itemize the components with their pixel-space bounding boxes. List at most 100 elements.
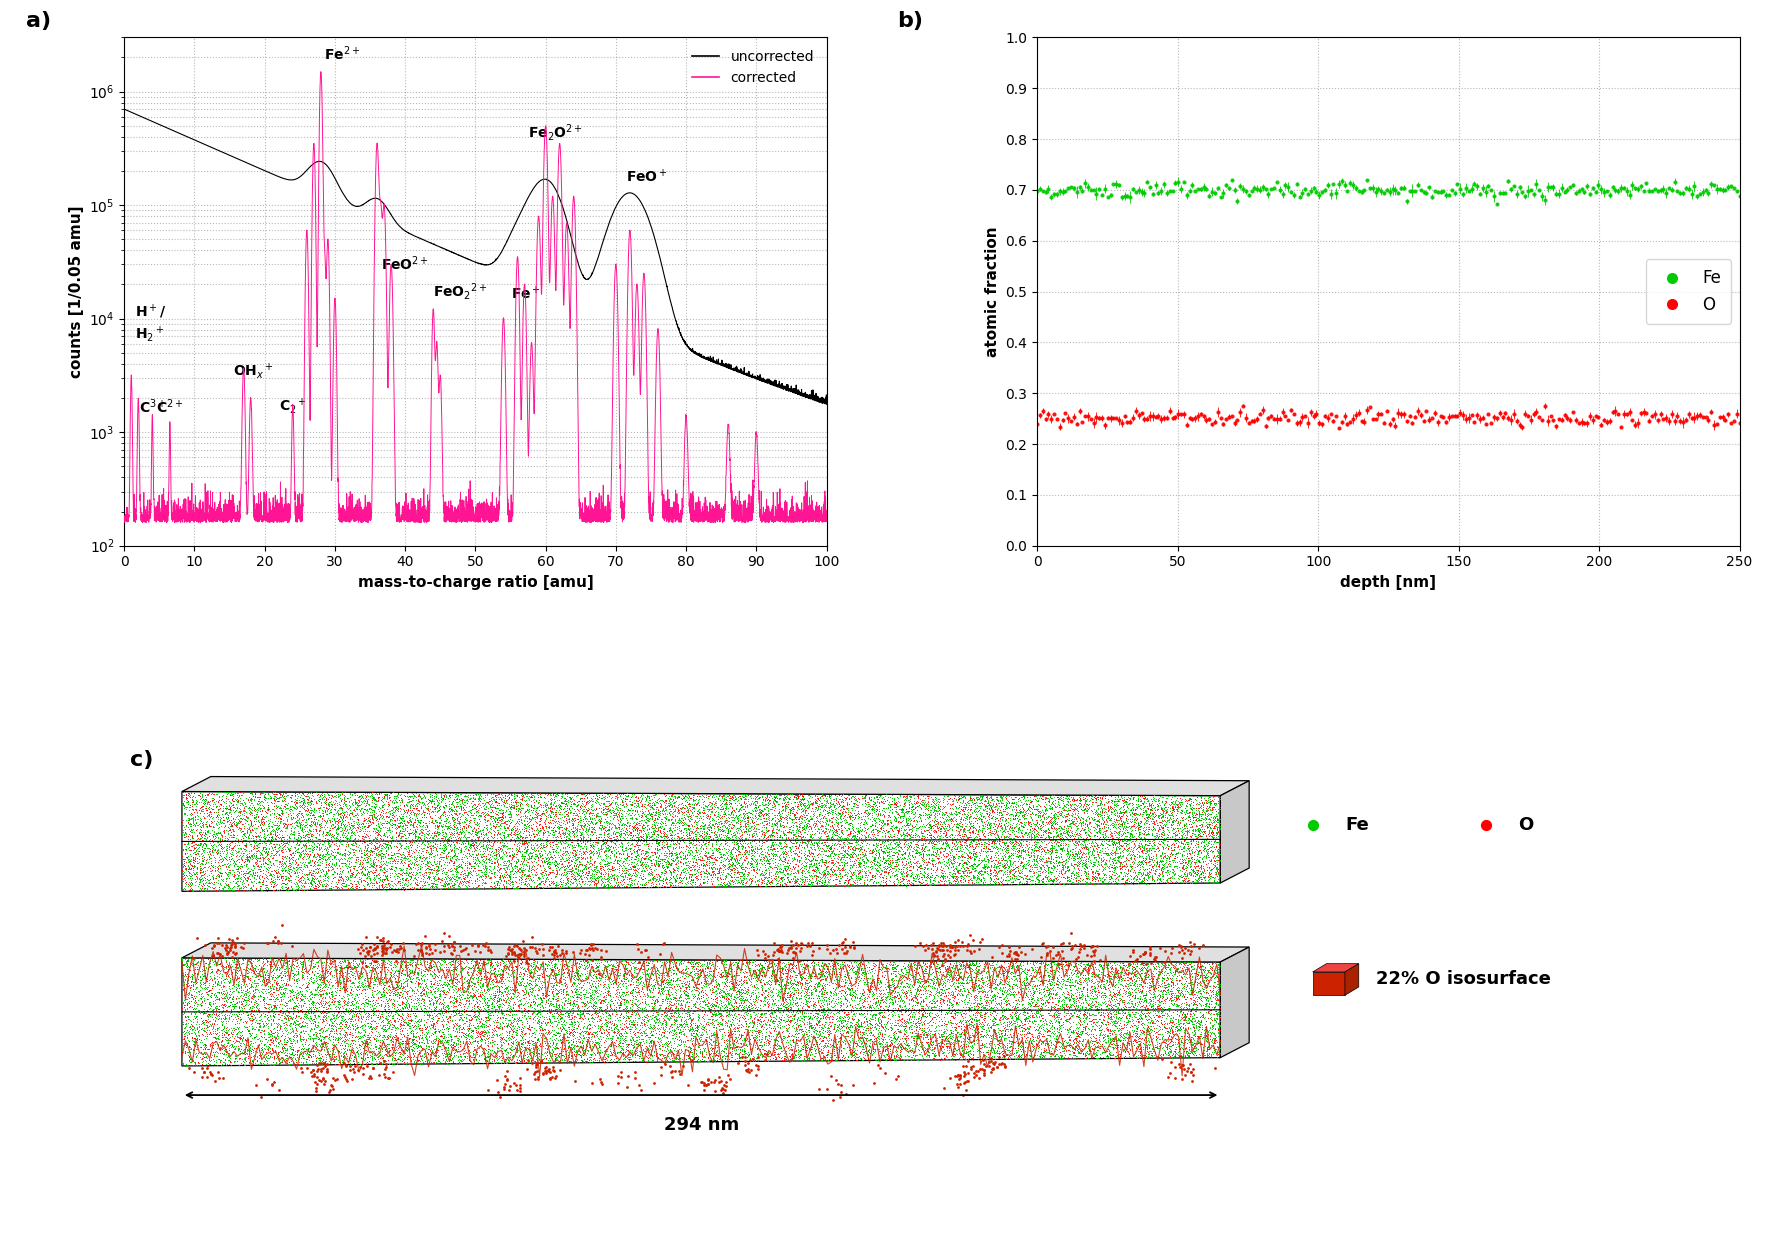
Point [573,998,602,1018]
Point [651,972,680,992]
Point [233,989,261,1009]
Point [229,975,257,995]
Point [327,824,355,844]
Point [1182,816,1211,836]
Point [682,1000,710,1020]
Point [366,1044,394,1064]
Point [1088,1024,1116,1044]
Point [399,1024,428,1044]
Point [706,965,735,985]
Point [442,803,470,823]
Point [907,972,935,992]
Point [492,842,520,862]
Point [504,974,532,994]
Point [433,998,462,1018]
Point [1076,1010,1104,1030]
Point [522,1045,550,1065]
Point [366,821,394,841]
Point [611,839,639,859]
Point [199,999,227,1019]
Point [682,965,710,985]
Point [882,1002,911,1022]
Point [1132,841,1161,861]
Point [1152,811,1180,831]
Point [612,998,641,1018]
Point [696,864,724,884]
Point [863,817,891,837]
Point [880,864,909,884]
Point [706,1014,735,1034]
Point [728,1047,756,1067]
Point [1030,1047,1058,1067]
Point [458,1000,486,1020]
Point [595,982,623,1002]
Point [824,834,852,854]
Point [950,797,978,817]
Point [1097,827,1125,847]
Point [401,868,430,888]
Point [641,993,669,1013]
Point [879,863,907,883]
Point [714,876,742,896]
Point [879,959,907,979]
Point [648,849,676,869]
Point [344,1022,373,1042]
Point [257,816,286,836]
Point [476,939,504,959]
Point [772,1027,801,1047]
Point [314,788,343,808]
Point [172,1022,201,1042]
Point [604,983,632,1003]
Point [747,978,776,998]
Point [1131,834,1159,854]
Point [1054,829,1083,849]
Point [474,1043,502,1063]
Point [747,1034,776,1054]
Point [293,881,321,901]
Point [698,1039,726,1059]
Point [414,1009,442,1029]
Point [421,813,449,833]
Point [930,818,958,838]
Point [250,1020,279,1040]
Point [447,1004,476,1024]
Point [1202,960,1230,980]
Point [852,823,880,843]
Point [424,1019,453,1039]
Point [893,816,921,836]
Point [486,803,515,823]
Point [1166,1037,1195,1057]
Point [1083,798,1111,818]
Point [877,844,905,864]
Point [951,958,980,978]
Point [245,829,273,849]
Point [809,978,838,998]
Point [660,869,689,889]
Point [982,1043,1010,1063]
Point [682,828,710,848]
Point [786,973,815,993]
Point [646,871,674,891]
Point [389,868,417,888]
Point [501,1000,529,1020]
Point [355,862,383,882]
Point [405,791,433,811]
Point [527,953,556,973]
Point [371,1044,399,1064]
Point [1170,960,1198,980]
Point [382,1020,410,1040]
Point [1141,827,1170,847]
Point [738,1015,767,1035]
Point [655,952,683,972]
Point [1038,871,1067,891]
Point [479,1050,508,1070]
Point [330,816,359,836]
Point [790,798,818,818]
Point [779,1048,808,1068]
Point [517,1050,545,1070]
Point [472,1023,501,1043]
Point [453,808,481,828]
Point [508,957,536,977]
Point [1170,1010,1198,1030]
Point [390,1048,419,1068]
